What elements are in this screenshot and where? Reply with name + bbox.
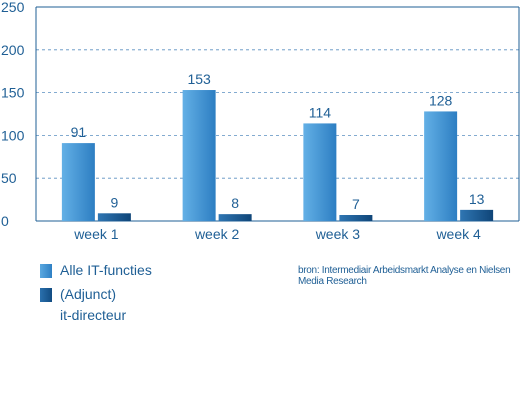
y-tick-label-100: 100 bbox=[1, 127, 25, 143]
bar-series-1-week-4 bbox=[424, 111, 458, 221]
x-tick-label-week-1: week 1 bbox=[73, 226, 119, 242]
y-tick-label-250: 250 bbox=[1, 0, 25, 15]
bar-series-1-week-2 bbox=[182, 90, 216, 221]
data-label-series-1-week-4: 128 bbox=[429, 92, 453, 108]
legend: Alle IT-functies (Adjunct) it-directeur bbox=[40, 262, 152, 332]
bar-series-1-week-1 bbox=[61, 143, 95, 221]
x-tick-label-week-3: week 3 bbox=[315, 226, 361, 242]
data-label-series-1-week-2: 153 bbox=[187, 71, 211, 87]
data-label-series-2-week-4: 13 bbox=[469, 191, 485, 207]
data-label-series-2-week-1: 9 bbox=[110, 194, 118, 210]
y-tick-label-50: 50 bbox=[1, 170, 17, 186]
legend-item-adjunct-it-directeur: (Adjunct) it-directeur bbox=[40, 286, 152, 326]
x-tick-label-week-4: week 4 bbox=[435, 226, 481, 242]
source-note: bron: Intermediair Arbeidsmarkt Analyse … bbox=[298, 265, 511, 287]
data-label-series-2-week-2: 8 bbox=[231, 195, 239, 211]
y-tick-label-200: 200 bbox=[1, 42, 25, 58]
legend-label-series-2-line2: it-directeur bbox=[60, 307, 127, 323]
y-tick-label-0: 0 bbox=[1, 213, 9, 229]
bar-chart: 0 50 100 150 200 250 91 9 week 1 153 8 week 2 114 7 we… bbox=[1, 0, 520, 242]
legend-item-alle-it-functies: Alle IT-functies bbox=[40, 262, 152, 281]
bar-series-2-week-3 bbox=[339, 215, 373, 221]
data-label-series-1-week-3: 114 bbox=[309, 104, 332, 120]
legend-swatch-series-1 bbox=[40, 264, 52, 278]
legend-swatch-series-2 bbox=[40, 288, 52, 302]
data-label-series-2-week-3: 7 bbox=[352, 196, 360, 212]
bar-series-2-week-1 bbox=[97, 213, 131, 221]
x-tick-label-week-2: week 2 bbox=[194, 226, 240, 242]
bar-series-2-week-2 bbox=[218, 214, 252, 221]
legend-label-series-2-line1: (Adjunct) bbox=[60, 286, 117, 302]
y-tick-label-150: 150 bbox=[1, 85, 25, 101]
bar-series-2-week-4 bbox=[460, 209, 494, 221]
bar-series-1-week-3 bbox=[303, 123, 337, 221]
legend-label-series-1: Alle IT-functies bbox=[60, 262, 152, 278]
data-label-series-1-week-1: 91 bbox=[71, 124, 87, 140]
